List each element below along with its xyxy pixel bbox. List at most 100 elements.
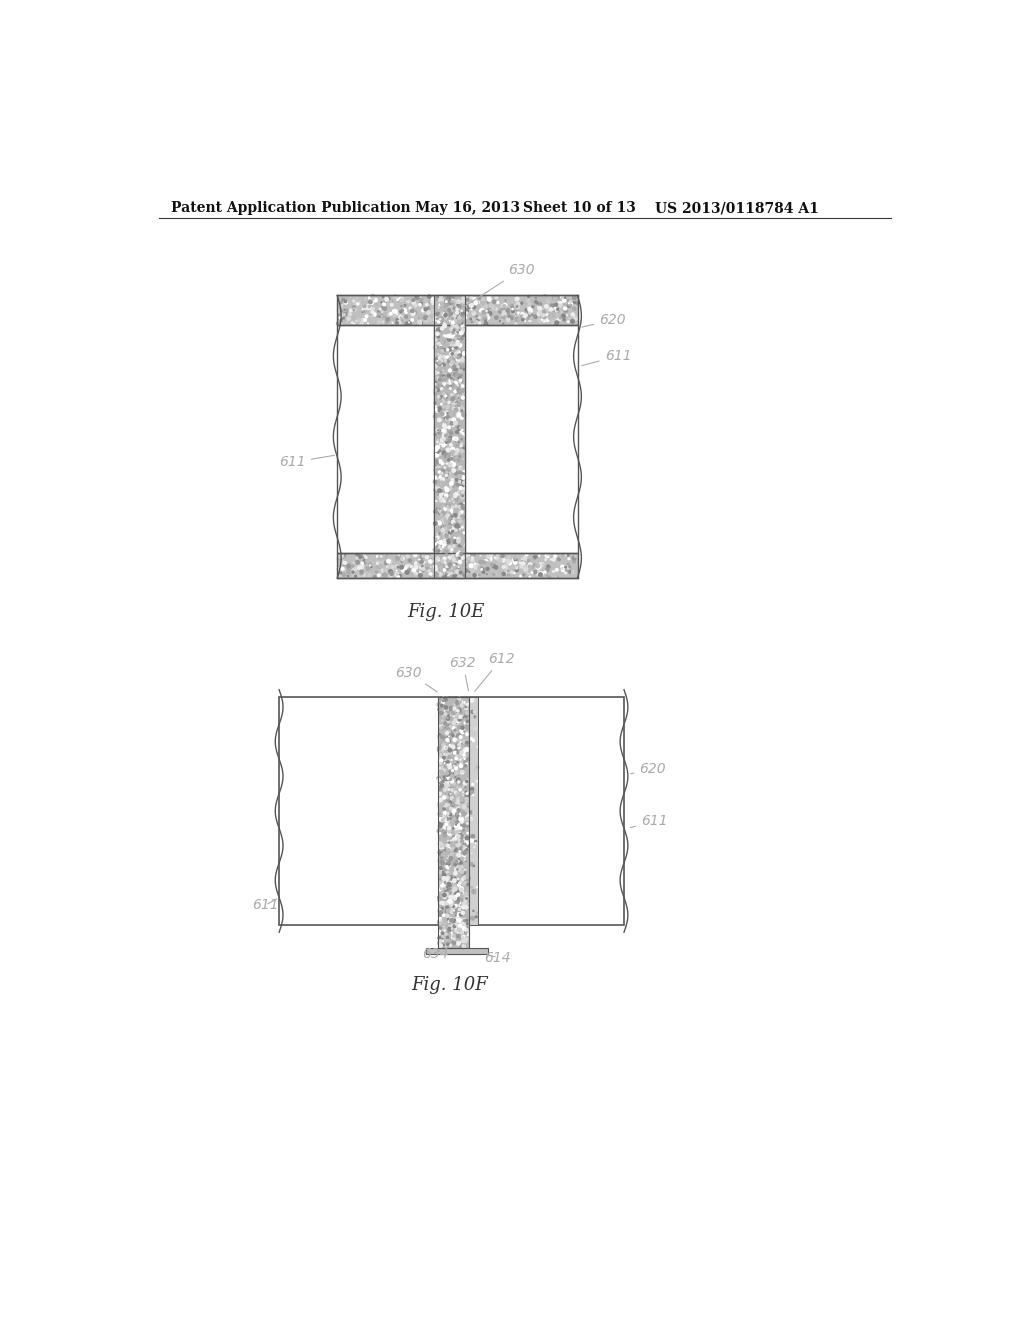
Point <box>430 367 446 388</box>
Point <box>442 560 459 581</box>
Point <box>447 520 464 541</box>
Point <box>446 515 463 536</box>
Point <box>451 874 467 895</box>
Point <box>431 512 447 533</box>
Point <box>450 821 466 842</box>
Point <box>462 288 478 309</box>
Point <box>455 759 471 780</box>
Point <box>450 348 466 370</box>
Point <box>532 564 549 585</box>
Point <box>538 560 554 581</box>
Point <box>456 565 472 586</box>
Point <box>434 469 451 490</box>
Point <box>449 908 465 929</box>
Point <box>500 565 516 586</box>
Point <box>429 482 445 503</box>
Point <box>434 775 451 796</box>
Point <box>432 742 449 763</box>
Point <box>390 545 407 566</box>
Point <box>451 933 467 954</box>
Point <box>431 932 447 953</box>
Point <box>432 920 449 941</box>
Point <box>437 822 454 843</box>
Point <box>526 546 543 568</box>
Point <box>441 754 458 775</box>
Point <box>455 826 471 847</box>
Point <box>452 346 468 367</box>
Point <box>508 313 524 334</box>
Point <box>436 375 453 396</box>
Point <box>449 421 465 442</box>
Point <box>444 352 461 374</box>
Point <box>428 372 444 393</box>
Point <box>438 426 455 447</box>
Point <box>438 772 455 793</box>
Point <box>432 842 449 863</box>
Point <box>420 557 436 578</box>
Point <box>460 743 476 764</box>
Point <box>369 561 385 582</box>
Point <box>435 548 452 569</box>
Point <box>435 861 452 882</box>
Point <box>434 341 451 362</box>
Point <box>437 550 454 572</box>
Point <box>427 459 443 480</box>
Point <box>456 846 472 867</box>
Point <box>433 319 450 341</box>
Point <box>420 557 436 578</box>
Point <box>440 717 457 738</box>
Point <box>451 290 467 312</box>
Point <box>457 708 473 729</box>
Point <box>455 396 471 417</box>
Point <box>433 504 450 525</box>
Point <box>449 560 465 581</box>
Point <box>456 796 472 817</box>
Point <box>465 774 481 795</box>
Point <box>368 313 384 334</box>
Point <box>492 561 508 582</box>
Point <box>455 305 471 326</box>
Point <box>450 433 466 454</box>
Point <box>436 841 453 862</box>
Point <box>438 890 455 911</box>
Point <box>424 292 440 313</box>
Point <box>459 783 475 804</box>
Point <box>451 325 467 346</box>
Point <box>429 330 445 351</box>
Point <box>382 554 398 576</box>
Point <box>352 562 369 583</box>
Point <box>438 723 455 744</box>
Point <box>431 768 447 789</box>
Point <box>456 325 472 346</box>
Point <box>433 463 450 484</box>
Point <box>444 787 461 808</box>
Point <box>453 370 469 391</box>
Point <box>457 286 473 308</box>
Point <box>434 721 451 742</box>
Point <box>454 812 470 833</box>
Point <box>444 804 461 825</box>
Point <box>428 479 444 500</box>
Point <box>389 289 406 310</box>
Point <box>467 313 483 334</box>
Point <box>331 548 347 569</box>
Point <box>439 504 456 525</box>
Point <box>433 838 450 859</box>
Point <box>433 859 450 880</box>
Point <box>451 545 467 566</box>
Point <box>431 375 447 396</box>
Point <box>435 904 452 925</box>
Point <box>475 297 492 318</box>
Point <box>522 310 539 331</box>
Point <box>447 558 464 579</box>
Point <box>445 774 462 795</box>
Point <box>436 758 453 779</box>
Point <box>450 894 466 915</box>
Point <box>457 909 473 931</box>
Point <box>452 698 468 719</box>
Point <box>428 491 444 512</box>
Point <box>439 508 456 529</box>
Point <box>443 331 460 352</box>
Point <box>428 403 444 424</box>
Point <box>441 294 458 315</box>
